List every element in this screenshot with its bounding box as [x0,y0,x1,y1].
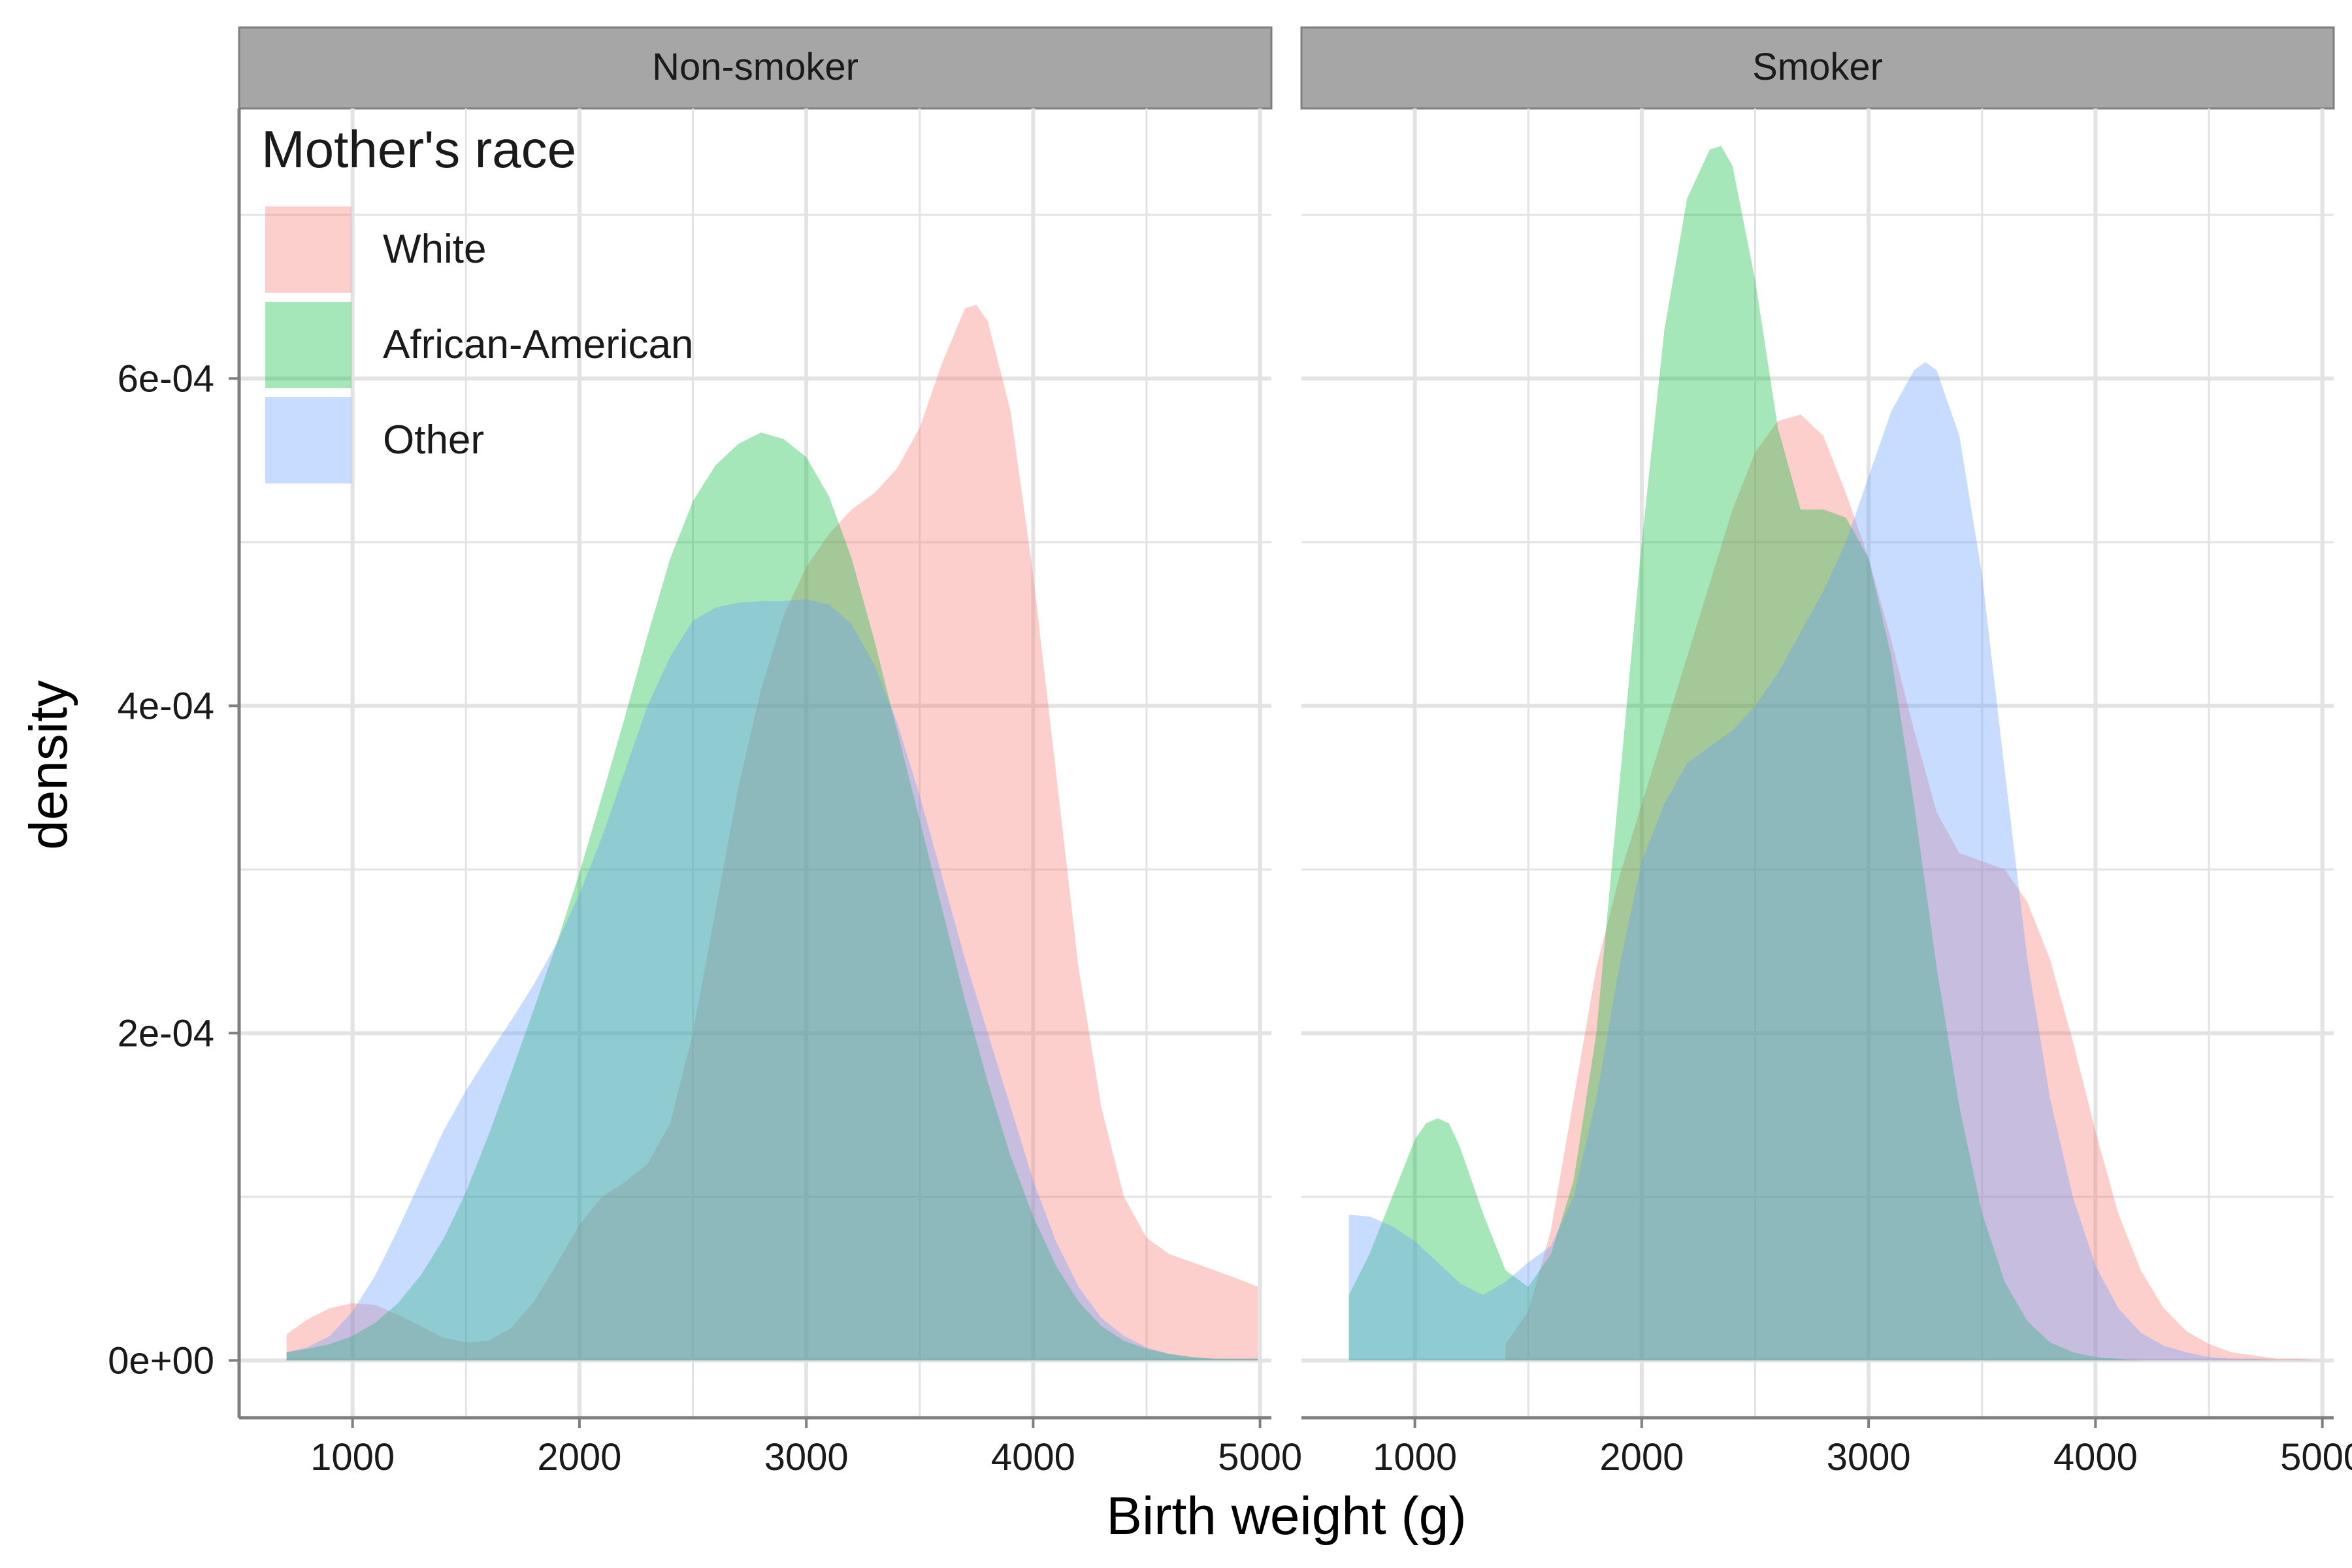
panel-smoker: Smoker 1000 2000 3000 4000 5000 [1300,26,2352,1478]
y-tick-label: 4e-04 [118,685,214,727]
grid-smoker [1301,108,2334,1418]
x-tick-label-non-smoker: 2000 [537,1436,621,1478]
density-areas-non-smoker [286,304,1258,1361]
grid-non-smoker [239,108,1271,1418]
y-tick-label: 0e+00 [108,1339,214,1382]
legend-label-african-american: African-American [383,322,693,367]
legend-key-african-american [265,302,351,388]
panel-non-smoker: Non-smoker 1000 2000 3000 4000 5000 [237,26,1302,1478]
density-area-white-non-smoker [286,304,1258,1361]
x-tick-label-smoker: 2000 [1599,1436,1684,1478]
axes-smoker: 1000 2000 3000 4000 5000 [1301,1416,2352,1478]
density-area-african-american-smoker [1348,146,2141,1361]
density-areas-smoker [1348,146,2323,1361]
legend: Mother's race White African-American Oth… [261,120,693,483]
axes-non-smoker: 1000 2000 3000 4000 5000 [237,108,1302,1478]
x-tick-label-smoker: 1000 [1373,1436,1457,1478]
x-tick-label-smoker: 5000 [2280,1436,2352,1478]
x-axis-title: Birth weight (g) [1106,1486,1466,1546]
density-area-white-smoker [1505,414,2323,1361]
x-tick-label-non-smoker: 5000 [1218,1436,1302,1478]
legend-title: Mother's race [261,120,576,178]
density-area-african-american-non-smoker [286,433,1258,1361]
x-tick-label-smoker: 4000 [2053,1436,2138,1478]
strip-background-smoker [1300,26,2335,110]
density-area-other-smoker [1348,362,2278,1361]
strip-background-non-smoker [238,26,1273,110]
y-tick-label: 6e-04 [118,357,214,400]
y-axis-title: density [19,680,78,850]
density-area-other-non-smoker [286,599,1258,1361]
y-axis-ticks: 0e+00 2e-04 4e-04 6e-04 [108,357,239,1382]
legend-key-other [265,397,351,483]
strip-label-smoker: Smoker [1752,46,1883,88]
strip-label-non-smoker: Non-smoker [652,46,858,88]
legend-label-white: White [383,227,486,272]
x-tick-label-non-smoker: 3000 [764,1436,849,1478]
x-tick-label-non-smoker: 4000 [991,1436,1075,1478]
x-tick-label-non-smoker: 1000 [310,1436,395,1478]
y-tick-label: 2e-04 [118,1012,214,1054]
legend-label-other: Other [383,417,484,463]
legend-key-white [265,206,351,293]
x-tick-label-smoker: 3000 [1827,1436,1911,1478]
